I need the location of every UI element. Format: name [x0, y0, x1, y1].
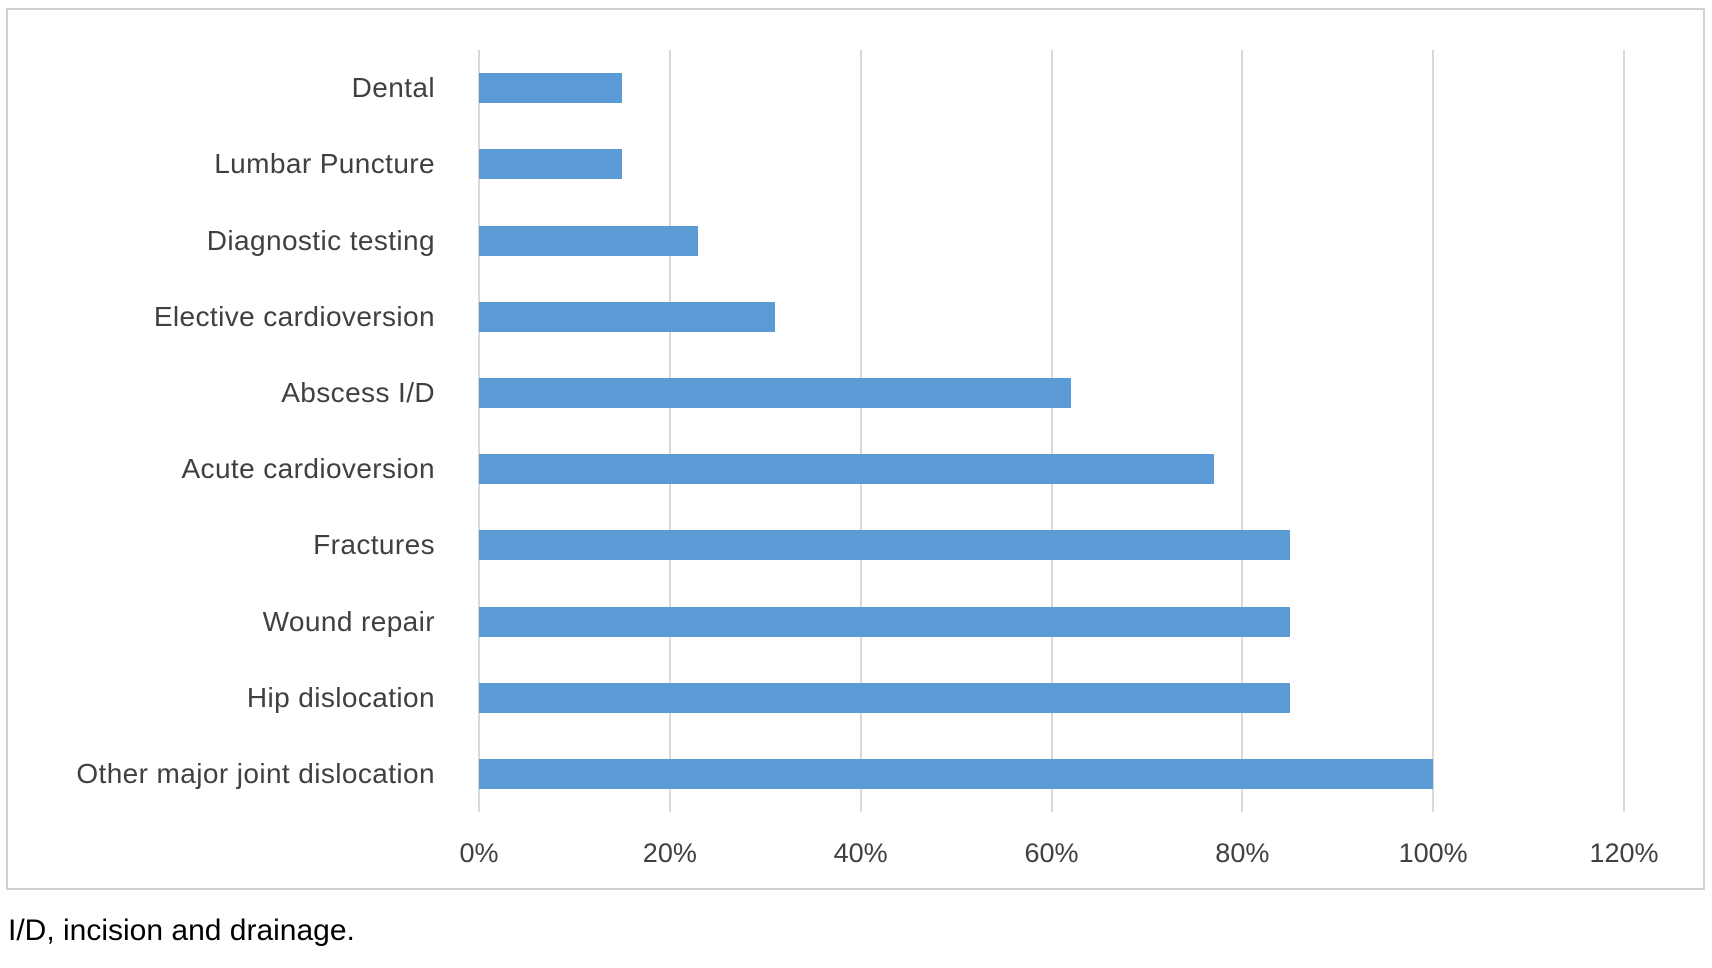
bar-track	[479, 530, 1624, 561]
x-tick-label: 120%	[1589, 838, 1659, 868]
category-label: Acute cardioversion	[181, 453, 435, 485]
x-tick-label: 80%	[1215, 838, 1270, 868]
gridline	[1432, 50, 1435, 812]
plot-gridlines	[478, 50, 1625, 812]
gridline	[478, 50, 480, 812]
category-label: Diagnostic testing	[206, 224, 435, 256]
bar-row: Lumbar Puncture	[8, 126, 1624, 202]
bar-track	[479, 377, 1624, 408]
bar-track	[479, 682, 1624, 713]
x-tick-label: 20%	[642, 838, 697, 868]
bar-track	[479, 606, 1624, 637]
x-tick-label: 40%	[833, 838, 888, 868]
bar	[479, 73, 623, 104]
bar	[479, 225, 699, 256]
bar-row: Elective cardioversion	[8, 279, 1624, 355]
bar-row: Diagnostic testing	[8, 202, 1624, 278]
x-tick-label: 100%	[1398, 838, 1468, 868]
bar	[479, 682, 1291, 713]
x-tick-label: 0%	[459, 838, 499, 868]
category-label: Fractures	[313, 529, 435, 561]
category-label: Other major joint dislocation	[76, 757, 435, 789]
x-axis: 0% 20% 40% 60% 80% 100% 120%	[459, 838, 1658, 878]
bar-track	[479, 73, 1624, 104]
gridline	[1241, 50, 1244, 812]
footnote: I/D, incision and drainage.	[8, 914, 355, 947]
category-label: Abscess I/D	[281, 376, 435, 408]
bar-rows: Dental Lumbar Puncture Diagnostic testing E…	[8, 50, 1624, 812]
category-label: Lumbar Puncture	[214, 148, 435, 180]
bar	[479, 606, 1291, 637]
bar	[479, 454, 1214, 485]
bar-track	[479, 149, 1624, 180]
bar-row: Acute cardioversion	[8, 431, 1624, 507]
bar-track	[479, 758, 1624, 789]
category-label: Hip dislocation	[246, 681, 435, 713]
bar-row: Dental	[8, 50, 1624, 126]
bar	[479, 530, 1291, 561]
bar	[479, 149, 623, 180]
bar-row: Wound repair	[8, 583, 1624, 659]
bar-chart: Dental Lumbar Puncture Diagnostic testing E…	[6, 8, 1705, 890]
gridline	[1623, 50, 1625, 812]
x-tick-label: 60%	[1024, 838, 1079, 868]
bar-track	[479, 301, 1624, 332]
bar-row: Other major joint dislocation	[8, 736, 1624, 812]
gridline	[859, 50, 862, 812]
category-label: Wound repair	[262, 605, 435, 637]
category-label: Elective cardioversion	[153, 300, 435, 332]
bar-track	[479, 225, 1624, 256]
bar	[479, 377, 1071, 408]
category-label: Dental	[351, 72, 435, 104]
gridline	[668, 50, 671, 812]
bar	[479, 758, 1434, 789]
gridline	[1050, 50, 1053, 812]
bar-row: Fractures	[8, 507, 1624, 583]
bar-row: Abscess I/D	[8, 355, 1624, 431]
bar	[479, 301, 775, 332]
bar-row: Hip dislocation	[8, 660, 1624, 736]
bar-track	[479, 454, 1624, 485]
